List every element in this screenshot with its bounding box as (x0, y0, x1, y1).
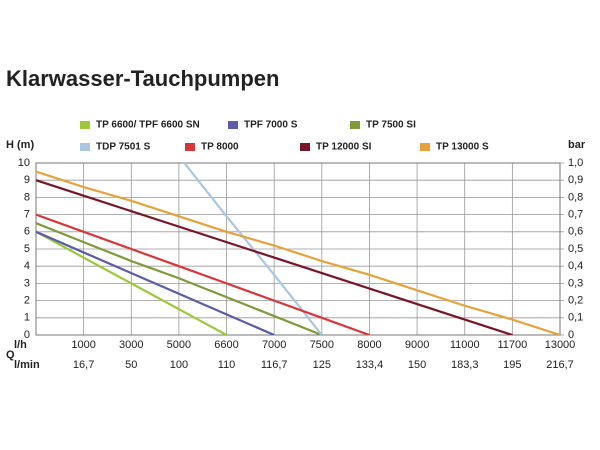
y2-tick-label: 0,4 (568, 260, 583, 272)
chart-title: Klarwasser-Tauchpumpen (6, 66, 279, 91)
x-tick-label: 5000 (167, 339, 191, 351)
series-line (36, 230, 275, 335)
series-line (182, 163, 323, 335)
y2-tick-label: 0,5 (568, 243, 583, 255)
y-tick-label: 1 (24, 312, 30, 324)
y-tick-label: 10 (18, 157, 30, 169)
x2-tick-label: 100 (170, 359, 188, 371)
legend-swatch (228, 121, 238, 129)
series-line (36, 179, 513, 335)
plot-border (35, 162, 561, 336)
legend-label: TDP 7501 S (96, 142, 151, 153)
x-unit: l/h (14, 339, 27, 351)
x-tick-label: 11000 (450, 339, 480, 351)
legend-label: TPF 7000 S (244, 120, 298, 131)
plot-lines (36, 163, 560, 335)
y2-tick-label: 1,0 (568, 157, 583, 169)
x2-tick-label: 150 (408, 359, 426, 371)
x2-tick-label: 133,4 (356, 359, 384, 371)
y2-tick-label: 0,7 (568, 209, 583, 221)
x-tick-label: 7500 (310, 339, 334, 351)
y-tick-label: 0 (24, 329, 30, 341)
y2-tick-label: 0,3 (568, 277, 583, 289)
legend-swatch (420, 143, 430, 151)
x2-tick-label: 50 (125, 359, 137, 371)
y-tick-label: 7 (24, 209, 30, 221)
x2-tick-label: 110 (218, 359, 236, 371)
x-tick-label: 8000 (357, 339, 381, 351)
series-line (36, 213, 370, 335)
x2-unit: l/min (14, 359, 40, 371)
x-tick-label: 3000 (119, 339, 143, 351)
y2-tick-label: 0,6 (568, 226, 583, 238)
y-tick-label: 9 (24, 174, 30, 186)
y2-tick-label: 0 (568, 329, 574, 341)
legend-swatch (185, 143, 195, 151)
x-tick-label: 13000 (545, 339, 576, 351)
series-line (36, 222, 323, 335)
legend-label: TP 6600/ TPF 6600 SN (96, 120, 200, 131)
x2-tick-label: 125 (313, 359, 331, 371)
y2-tick-label: 0,2 (568, 295, 583, 307)
x2-tick-label: 183,3 (451, 359, 479, 371)
legend-swatch (300, 143, 310, 151)
x-tick-label: 11700 (497, 339, 527, 351)
y2-tick-label: 0,9 (568, 174, 583, 186)
legend-label: TP 7500 SI (366, 120, 416, 131)
x-tick-label: 1000 (71, 339, 95, 351)
y-tick-label: 4 (24, 260, 30, 272)
x2-tick-label: 16,7 (73, 359, 94, 371)
legend-label: TP 12000 SI (316, 142, 372, 153)
legend-swatch (350, 121, 360, 129)
legend-swatch (80, 143, 90, 151)
series-line (36, 230, 228, 335)
y2-tick-label: 0,8 (568, 191, 583, 203)
y-tick-label: 3 (24, 277, 30, 289)
series-line (36, 170, 560, 335)
y2-axis-title: bar (568, 139, 586, 151)
y-tick-label: 6 (24, 226, 30, 238)
x2-tick-label: 216,7 (546, 359, 574, 371)
x-tick-label: 6600 (214, 339, 238, 351)
legend-label: TP 8000 (201, 142, 239, 153)
x-tick-label: 9000 (405, 339, 429, 351)
legend-label: TP 13000 S (436, 142, 489, 153)
y2-tick-label: 0,1 (568, 312, 583, 324)
y-tick-label: 2 (24, 295, 30, 307)
x-tick-label: 7000 (262, 339, 286, 351)
y-tick-label: 5 (24, 243, 30, 255)
legend-swatch (80, 121, 90, 129)
y-tick-label: 8 (24, 191, 30, 203)
x2-tick-label: 195 (503, 359, 521, 371)
x2-tick-label: 116,7 (261, 359, 288, 371)
x-axis-title: Q (6, 349, 15, 361)
y-axis-title: H (m) (6, 139, 34, 151)
